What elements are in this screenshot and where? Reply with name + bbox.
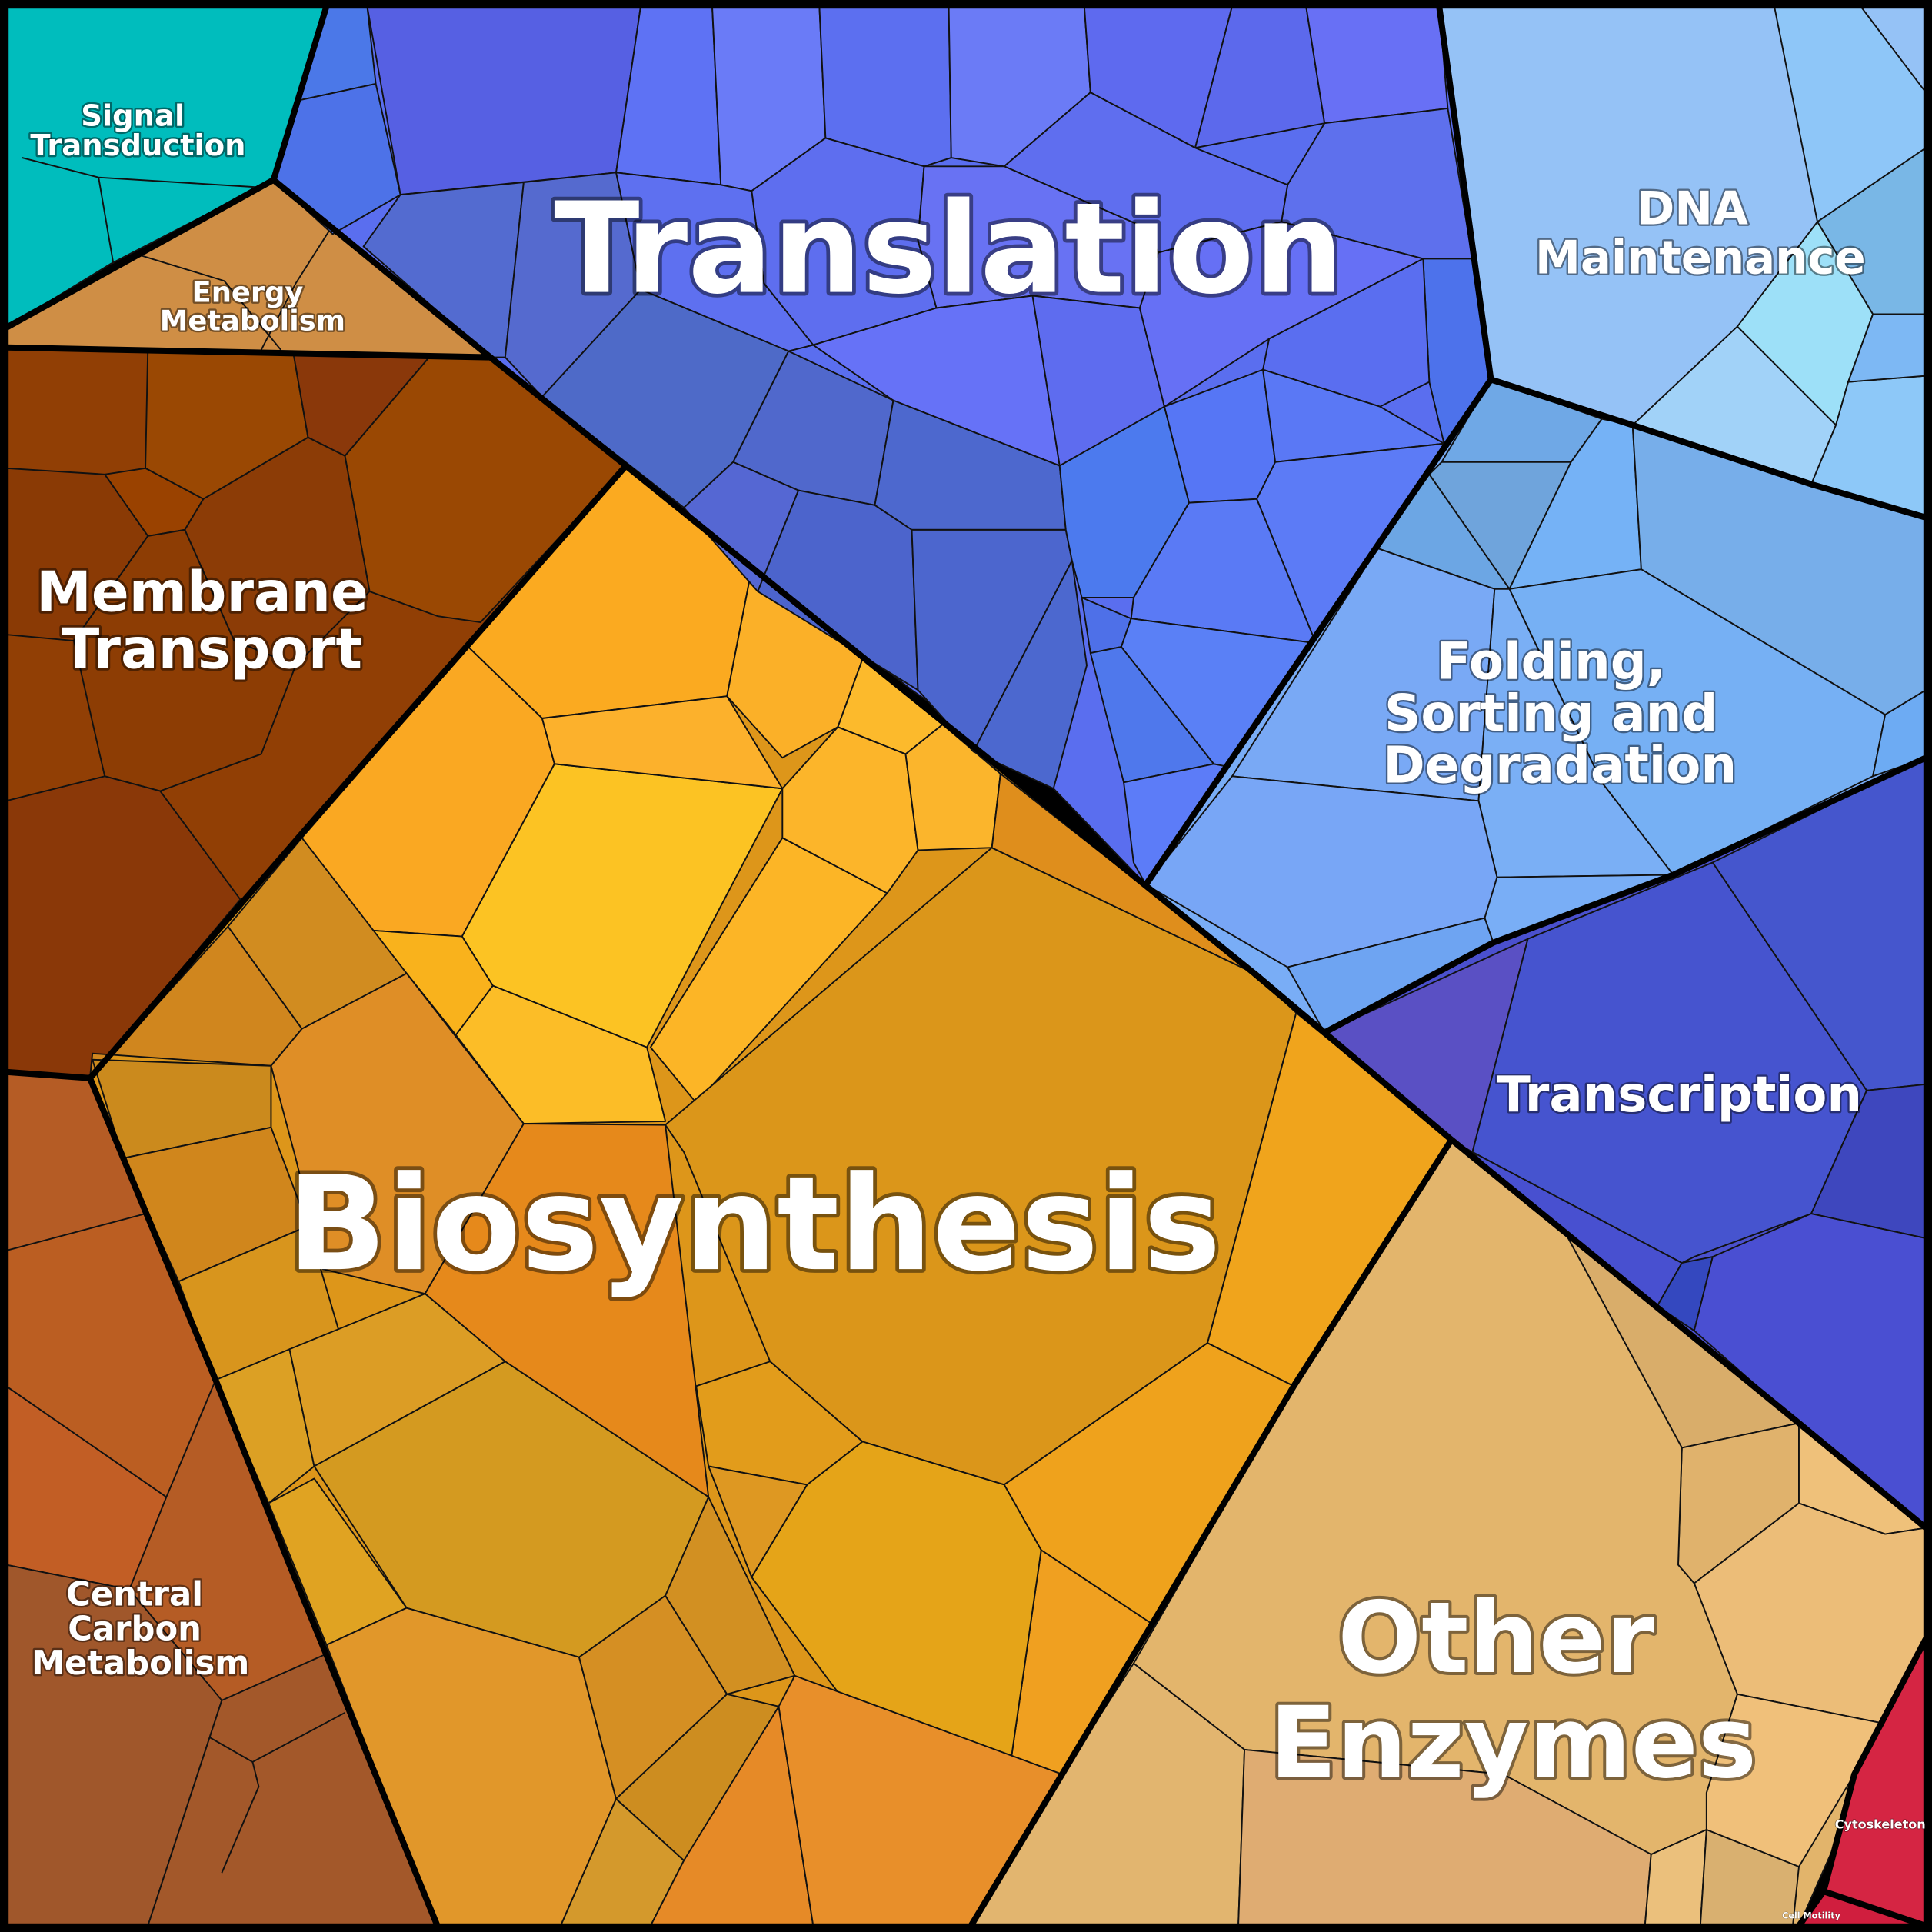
region-other-enzymes[interactable] [970, 1138, 1927, 1927]
cell [366, 5, 642, 196]
label-line: Metabolism [160, 304, 345, 337]
label-line: DNA [1637, 182, 1748, 235]
label-line: Other [1337, 1581, 1654, 1696]
label-biosynthesis: Biosynthesis [287, 1148, 1221, 1301]
cell [708, 1465, 808, 1578]
border [1796, 1637, 1929, 1928]
label-line: Cell Motility [1782, 1910, 1840, 1920]
region-borders [5, 5, 1929, 1929]
cell [695, 1361, 864, 1486]
border [968, 1138, 1454, 1928]
region-dna-maintenance[interactable] [1438, 5, 1927, 518]
cell [972, 559, 1088, 790]
label-translation: Translation [554, 175, 1344, 322]
border [5, 463, 628, 1081]
label-folding-sorting-degradation: Folding, Sorting and Degradation [1383, 633, 1737, 795]
border [87, 1077, 441, 1927]
border [1449, 1137, 1928, 1531]
label-signal-transduction: Signal Transduction [30, 98, 245, 162]
label-dna-maintenance: DNA Maintenance [1535, 182, 1866, 285]
border [1822, 1888, 1927, 1929]
border [488, 355, 1454, 1142]
label-line: Biosynthesis [287, 1148, 1221, 1301]
region-biosynthesis[interactable] [88, 465, 1453, 1927]
label-line: Energy [192, 276, 304, 309]
labels: Signal Transduction Energy Metabolism Me… [28, 97, 1926, 1921]
label-line: Folding, [1437, 633, 1666, 691]
border [1252, 971, 1327, 1035]
label-cell-motility: Cell Motility [1782, 1910, 1840, 1920]
label-line: Cytoskeleton [1835, 1817, 1926, 1831]
label-line: Membrane [36, 561, 368, 625]
label-line: Enzymes [1269, 1686, 1757, 1800]
label-line: Translation [554, 175, 1344, 322]
label-cytoskeleton: Cytoskeleton [1835, 1817, 1926, 1831]
cell-edge [221, 1761, 260, 1874]
label-line: Carbon [68, 1610, 202, 1648]
label-line: Maintenance [1535, 232, 1866, 285]
label-membrane-transport: Membrane Transport [36, 561, 388, 682]
label-line: Signal [81, 98, 185, 133]
cell [455, 984, 667, 1125]
region-membrane-transport[interactable] [5, 346, 627, 1079]
border [1490, 376, 1927, 521]
label-energy-metabolism: Energy Metabolism [160, 276, 345, 338]
label-line: Transport [62, 617, 362, 681]
label-other-enzymes: Other Enzymes [1269, 1581, 1757, 1800]
label-central-carbon-metabolism: Central Carbon Metabolism [32, 1575, 249, 1683]
region-translation[interactable] [272, 5, 1492, 886]
label-line: Central [66, 1575, 203, 1614]
cell [1262, 258, 1431, 408]
label-line: Metabolism [32, 1644, 249, 1683]
region-central-carbon-metabolism[interactable] [5, 1071, 438, 1927]
cell-edge [98, 177, 115, 264]
region-transcription[interactable] [1324, 757, 1927, 1529]
label-transcription: Transcription [1497, 1067, 1862, 1124]
label-line: Sorting and [1384, 685, 1717, 743]
cell [362, 182, 525, 358]
cell-edge [260, 228, 331, 351]
border [1323, 754, 1927, 1036]
cell-edge [135, 253, 282, 351]
label-line: Degradation [1383, 736, 1737, 794]
label-line: Transduction [30, 128, 245, 163]
label-line: Transcription [1497, 1067, 1862, 1124]
cell [1305, 5, 1449, 125]
